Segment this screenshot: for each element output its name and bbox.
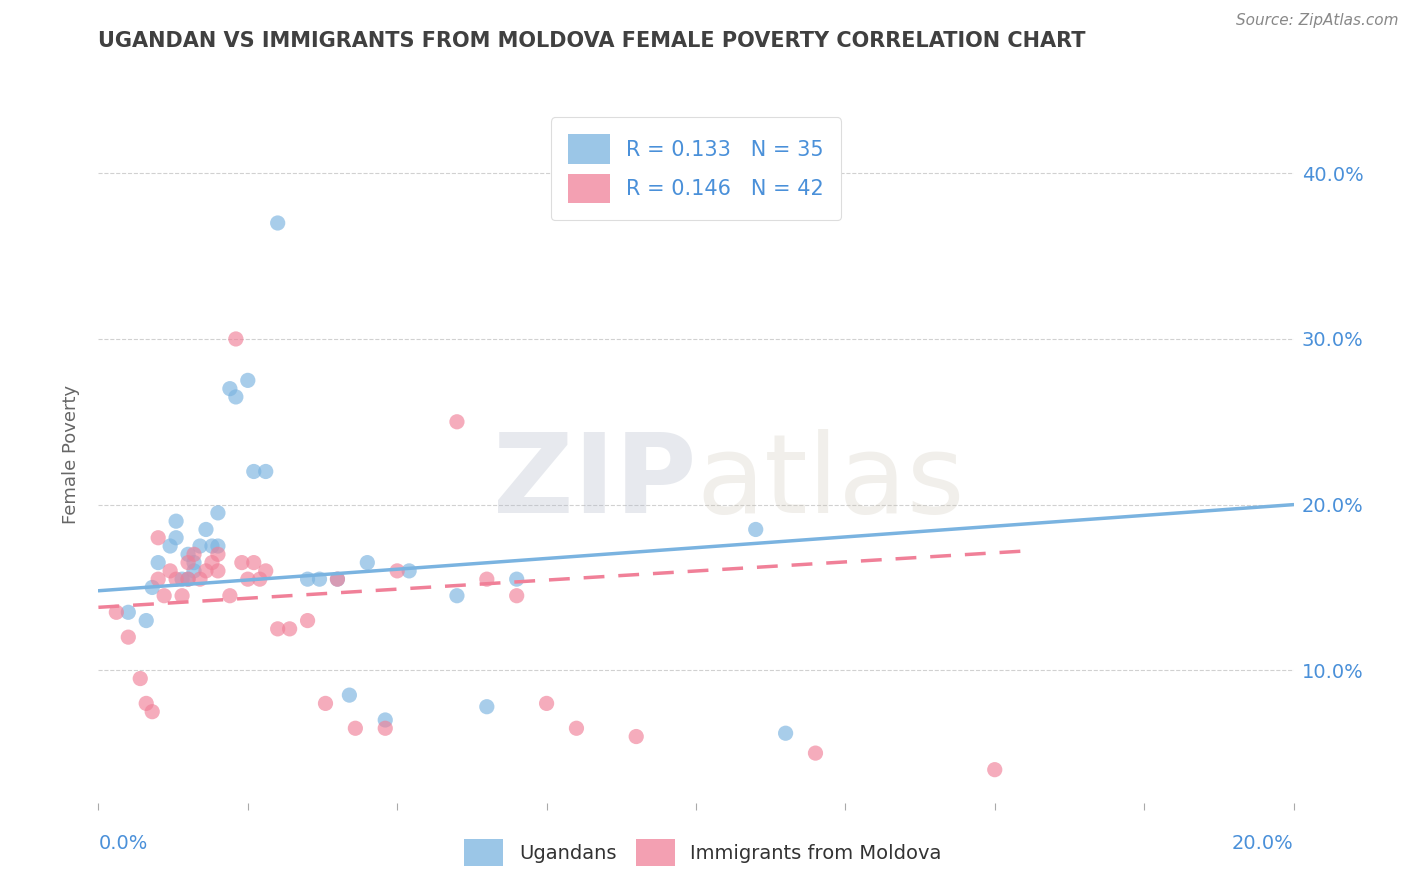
Point: [219, 382, 242, 396]
Point: [129, 672, 152, 686]
Point: [177, 572, 200, 586]
Point: [141, 705, 163, 719]
Point: [135, 697, 157, 711]
Point: [159, 564, 181, 578]
Point: [207, 564, 229, 578]
Point: [374, 713, 396, 727]
Point: [117, 630, 139, 644]
Point: [297, 572, 319, 586]
Point: [225, 332, 247, 346]
Point: [231, 556, 253, 570]
Point: [117, 605, 139, 619]
Point: [267, 216, 290, 230]
Point: [984, 763, 1007, 777]
Point: [254, 564, 277, 578]
Point: [475, 572, 498, 586]
Point: [219, 589, 242, 603]
Point: [775, 726, 797, 740]
Point: [207, 539, 229, 553]
Point: [374, 721, 396, 735]
Point: [243, 465, 266, 479]
Point: [745, 523, 768, 537]
Point: [506, 589, 529, 603]
Point: [195, 564, 218, 578]
Point: [626, 730, 648, 744]
Point: [148, 556, 170, 570]
Point: [446, 589, 468, 603]
Point: [308, 572, 330, 586]
Point: [188, 539, 211, 553]
Point: [148, 531, 170, 545]
Point: [201, 556, 224, 570]
Point: [297, 614, 319, 628]
Point: [183, 564, 205, 578]
Point: [153, 589, 176, 603]
Point: [172, 589, 194, 603]
Legend: R = 0.133   N = 35, R = 0.146   N = 42: R = 0.133 N = 35, R = 0.146 N = 42: [551, 118, 841, 220]
Point: [177, 572, 200, 586]
Point: [356, 556, 378, 570]
Point: [267, 622, 290, 636]
Point: [339, 688, 360, 702]
Point: [207, 506, 229, 520]
Point: [446, 415, 468, 429]
Text: ZIP: ZIP: [492, 429, 696, 536]
Point: [315, 697, 337, 711]
Point: [385, 564, 409, 578]
Point: [165, 514, 187, 528]
Point: [183, 556, 205, 570]
Point: [565, 721, 588, 735]
Point: [165, 531, 187, 545]
Point: [177, 547, 200, 561]
Point: [141, 581, 163, 595]
Point: [236, 572, 259, 586]
Point: [148, 572, 170, 586]
Point: [177, 556, 200, 570]
Point: [475, 699, 498, 714]
Point: [536, 697, 558, 711]
Point: [236, 373, 259, 387]
Text: atlas: atlas: [696, 429, 965, 536]
Point: [105, 605, 128, 619]
Point: [243, 556, 266, 570]
Point: [326, 572, 349, 586]
Point: [135, 614, 157, 628]
Point: [207, 547, 229, 561]
Text: 20.0%: 20.0%: [1232, 834, 1294, 853]
Y-axis label: Female Poverty: Female Poverty: [62, 385, 80, 524]
Legend: Ugandans, Immigrants from Moldova: Ugandans, Immigrants from Moldova: [453, 827, 953, 878]
Point: [804, 746, 827, 760]
Point: [249, 572, 271, 586]
Point: [201, 539, 224, 553]
Point: [278, 622, 301, 636]
Point: [254, 465, 277, 479]
Point: [188, 572, 211, 586]
Text: 0.0%: 0.0%: [98, 834, 148, 853]
Point: [326, 572, 349, 586]
Point: [165, 572, 187, 586]
Point: [172, 572, 194, 586]
Text: Source: ZipAtlas.com: Source: ZipAtlas.com: [1236, 13, 1399, 29]
Point: [183, 547, 205, 561]
Point: [225, 390, 247, 404]
Point: [159, 539, 181, 553]
Text: UGANDAN VS IMMIGRANTS FROM MOLDOVA FEMALE POVERTY CORRELATION CHART: UGANDAN VS IMMIGRANTS FROM MOLDOVA FEMAL…: [98, 31, 1085, 51]
Point: [195, 523, 218, 537]
Point: [398, 564, 420, 578]
Point: [506, 572, 529, 586]
Point: [344, 721, 367, 735]
